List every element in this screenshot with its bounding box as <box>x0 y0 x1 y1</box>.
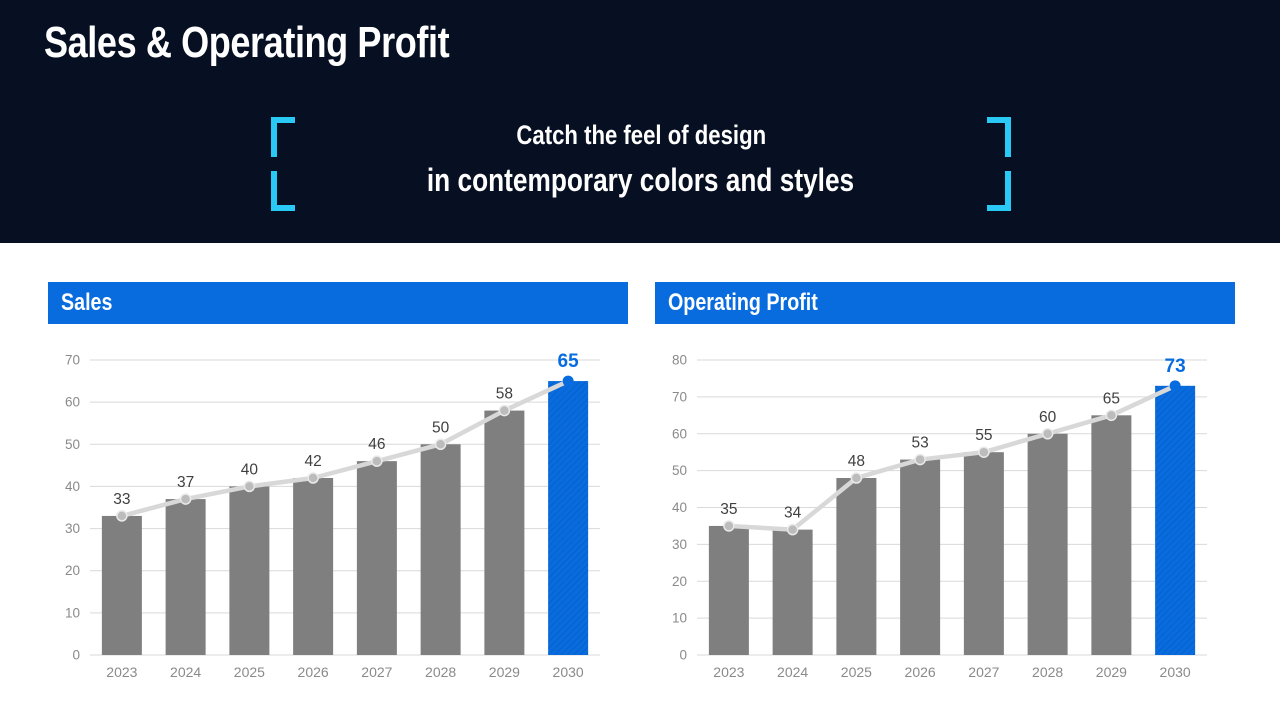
bar-2023 <box>708 525 749 655</box>
value-label-2026: 53 <box>912 435 929 452</box>
value-label-2030: 73 <box>1165 356 1186 377</box>
bar-2025 <box>229 486 270 655</box>
marker-2025 <box>243 480 256 493</box>
y-tick-0: 0 <box>679 648 687 663</box>
left-bracket-decoration <box>271 117 295 211</box>
marker-2029 <box>498 404 511 417</box>
right-bracket-bottom-segment <box>987 171 1011 211</box>
y-tick-30: 30 <box>672 537 687 552</box>
value-label-2030: 65 <box>558 351 580 372</box>
value-label-2027: 46 <box>368 436 385 453</box>
page-title: Sales & Operating Profit <box>44 18 450 67</box>
marker-2029 <box>1105 409 1118 422</box>
x-tick-2029: 2029 <box>489 664 520 680</box>
y-tick-60: 60 <box>672 426 687 441</box>
y-tick-10: 10 <box>65 605 80 620</box>
value-label-2025: 48 <box>848 453 865 470</box>
y-tick-0: 0 <box>72 648 80 663</box>
marker-2024 <box>786 523 799 536</box>
y-tick-20: 20 <box>672 574 687 589</box>
value-label-2029: 65 <box>1103 390 1120 407</box>
y-tick-50: 50 <box>65 437 80 452</box>
bar-2025 <box>836 478 877 655</box>
value-label-2028: 60 <box>1039 409 1057 426</box>
sales-panel-title: Sales <box>48 282 628 324</box>
x-tick-2030: 2030 <box>553 664 584 680</box>
hero-header: Sales & Operating Profit Catch the feel … <box>0 0 1280 243</box>
marker-2026 <box>307 472 319 484</box>
marker-2027 <box>978 446 990 458</box>
x-tick-2025: 2025 <box>234 664 265 680</box>
bar-2027 <box>356 461 397 655</box>
y-tick-70: 70 <box>65 353 80 368</box>
value-label-2023: 33 <box>113 491 130 508</box>
value-label-2024: 34 <box>784 505 802 522</box>
marker-2027 <box>371 455 383 467</box>
y-tick-40: 40 <box>672 500 687 515</box>
bar-2026 <box>900 459 941 655</box>
y-tick-30: 30 <box>65 521 80 536</box>
left-bracket-bottom-segment <box>271 171 295 211</box>
x-tick-2024: 2024 <box>777 664 808 680</box>
marker-2030 <box>562 375 574 387</box>
bar-2023 <box>101 515 142 655</box>
value-label-2029: 58 <box>496 386 513 403</box>
bar-2029 <box>484 410 525 655</box>
trend-line <box>726 383 1178 532</box>
bar-2028 <box>420 444 461 655</box>
y-tick-50: 50 <box>672 463 687 478</box>
marker-2024 <box>179 493 192 505</box>
x-tick-2028: 2028 <box>1032 664 1063 680</box>
marker-2025 <box>850 472 863 484</box>
y-tick-20: 20 <box>65 563 80 578</box>
subtitle-line-2: in contemporary colors and styles <box>427 162 855 198</box>
bar-2024 <box>165 499 206 655</box>
bar-hatch-overlay <box>1155 385 1196 655</box>
value-label-2023: 35 <box>720 501 737 518</box>
x-tick-2023: 2023 <box>713 664 744 680</box>
y-tick-60: 60 <box>65 395 80 410</box>
x-tick-2024: 2024 <box>170 664 201 680</box>
marker-2026 <box>914 453 926 466</box>
x-tick-2027: 2027 <box>968 664 999 680</box>
x-tick-2025: 2025 <box>841 664 872 680</box>
left-bracket-top-segment <box>271 117 295 157</box>
trend-line <box>119 378 571 519</box>
x-tick-2030: 2030 <box>1160 664 1191 680</box>
right-bracket-decoration <box>987 117 1011 211</box>
x-tick-2028: 2028 <box>425 664 456 680</box>
x-tick-2027: 2027 <box>361 664 392 680</box>
x-tick-2026: 2026 <box>298 664 329 680</box>
y-tick-10: 10 <box>672 611 687 626</box>
marker-2023 <box>723 520 735 532</box>
marker-2028 <box>1041 428 1054 440</box>
marker-2030 <box>1169 380 1181 392</box>
subtitle-line-1: Catch the feel of design <box>516 120 766 150</box>
value-label-2024: 37 <box>177 474 194 491</box>
marker-2028 <box>434 438 447 451</box>
y-tick-40: 40 <box>65 479 80 494</box>
x-tick-2023: 2023 <box>106 664 137 680</box>
x-tick-2029: 2029 <box>1096 664 1127 680</box>
y-tick-80: 80 <box>672 353 687 368</box>
value-label-2028: 50 <box>432 419 450 436</box>
bar-2024 <box>772 529 813 655</box>
marker-2023 <box>116 510 128 522</box>
value-label-2027: 55 <box>975 427 992 444</box>
y-tick-70: 70 <box>672 389 687 404</box>
bar-2026 <box>293 478 334 655</box>
bar-2028 <box>1027 433 1068 655</box>
operating-profit-panel-title: Operating Profit <box>655 282 1235 324</box>
bar-2029 <box>1091 415 1132 655</box>
value-label-2026: 42 <box>305 453 322 470</box>
subtitle: Catch the feel of design in contemporary… <box>295 112 987 202</box>
bar-2027 <box>963 452 1004 655</box>
x-tick-2026: 2026 <box>905 664 936 680</box>
value-label-2025: 40 <box>241 461 259 478</box>
right-bracket-top-segment <box>987 117 1011 157</box>
bar-hatch-overlay <box>548 381 589 655</box>
